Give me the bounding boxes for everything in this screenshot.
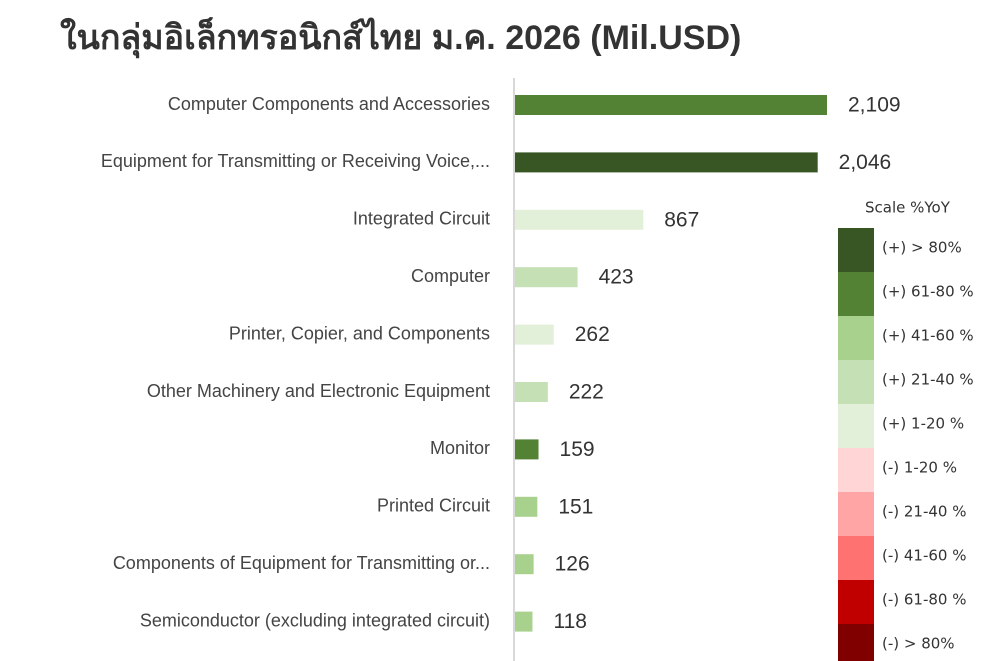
bar [515, 267, 578, 288]
legend-label: (+) 61-80 % [882, 283, 974, 301]
value-label: 2,109 [848, 94, 901, 117]
legend-label: (-) > 80% [882, 635, 955, 653]
legend-swatch [838, 448, 874, 492]
category-label: Printer, Copier, and Components [229, 323, 490, 343]
category-label: Printed Circuit [377, 496, 490, 516]
bar [515, 382, 548, 402]
legend-label: (+) 41-60 % [882, 327, 974, 345]
bar [515, 209, 644, 230]
legend-swatch [838, 360, 874, 404]
legend-swatch [838, 536, 874, 580]
chart-title: ในกลุ่มอิเล็กทรอนิกส์ไทย ม.ค. 2026 (Mil.… [60, 16, 741, 59]
value-label: 867 [664, 208, 699, 231]
category-label: Computer Components and Accessories [168, 94, 490, 114]
category-label: Other Machinery and Electronic Equipment [147, 381, 490, 401]
value-label: 2,046 [839, 151, 892, 174]
bar [515, 439, 539, 460]
legend-swatch [838, 492, 874, 536]
bar [515, 95, 827, 115]
value-label: 423 [599, 266, 634, 289]
legend-swatch [838, 624, 874, 661]
bar [515, 554, 534, 575]
legend-label: (-) 61-80 % [882, 591, 967, 609]
legend-swatch [838, 404, 874, 448]
value-label: 222 [569, 381, 604, 404]
legend-swatch [838, 580, 874, 624]
legend-title: Scale %YoY [865, 199, 951, 217]
value-label: 118 [553, 610, 586, 633]
legend-label: (+) 21-40 % [882, 371, 974, 389]
value-label: 262 [575, 323, 610, 346]
bar [515, 496, 538, 517]
legend-label: (-) 41-60 % [882, 547, 967, 565]
category-label: Integrated Circuit [353, 209, 490, 229]
legend-swatch [838, 316, 874, 360]
legend-label: (-) 1-20 % [882, 459, 957, 477]
legend-swatch [838, 228, 874, 272]
category-label: Monitor [430, 438, 490, 458]
legend-label: (+) > 80% [882, 239, 962, 257]
category-label: Components of Equipment for Transmitting… [113, 553, 490, 573]
value-label: 151 [558, 495, 593, 518]
legend-label: (-) 21-40 % [882, 503, 967, 521]
value-label: 159 [560, 438, 595, 461]
bar [515, 152, 818, 173]
legend-label: (+) 1-20 % [882, 415, 964, 433]
category-label: Semiconductor (excluding integrated circ… [140, 610, 490, 630]
category-label: Computer [411, 266, 490, 286]
value-label: 126 [555, 553, 590, 576]
category-label: Equipment for Transmitting or Receiving … [101, 151, 490, 171]
legend-swatch [838, 272, 874, 316]
bar [515, 611, 533, 632]
bar [515, 324, 554, 345]
